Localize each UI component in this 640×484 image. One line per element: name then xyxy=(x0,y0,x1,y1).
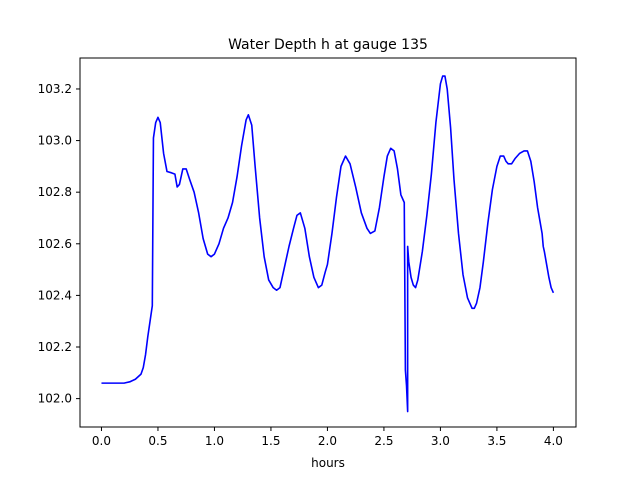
chart-title: Water Depth h at gauge 135 xyxy=(228,37,428,53)
x-tick-label: 4.0 xyxy=(544,434,563,448)
plot-area xyxy=(79,57,577,428)
y-tick-label: 103.2 xyxy=(38,82,72,96)
x-tick-label: 1.5 xyxy=(261,434,280,448)
x-tick-label: 0.0 xyxy=(92,434,111,448)
y-tick-label: 102.0 xyxy=(38,392,72,406)
y-tick-label: 102.8 xyxy=(38,185,72,199)
x-axis-label: hours xyxy=(311,456,345,470)
y-tick-label: 102.2 xyxy=(38,340,72,354)
y-tick-label: 102.4 xyxy=(38,288,72,302)
y-tick-label: 103.0 xyxy=(38,134,72,148)
series-line xyxy=(101,75,555,413)
x-tick-label: 3.5 xyxy=(487,434,506,448)
y-tick-label: 102.6 xyxy=(38,237,72,251)
x-tick-label: 2.5 xyxy=(374,434,393,448)
x-tick-label: 1.0 xyxy=(205,434,224,448)
x-tick-label: 3.0 xyxy=(431,434,450,448)
x-tick-label: 0.5 xyxy=(148,434,167,448)
x-tick-label: 2.0 xyxy=(318,434,337,448)
